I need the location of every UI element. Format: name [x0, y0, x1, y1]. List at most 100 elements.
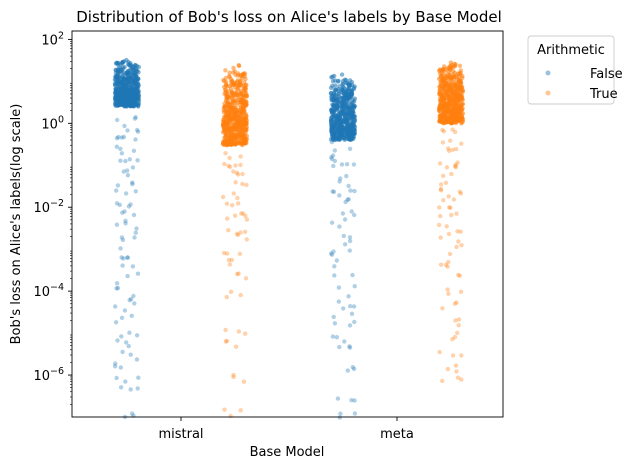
point-false-mistral: [122, 89, 127, 95]
point-true-mistral: [233, 344, 239, 349]
point-true-mistral: [241, 101, 246, 106]
point-true-meta: [438, 188, 444, 193]
point-true-meta: [460, 116, 465, 121]
point-false-meta: [346, 294, 351, 299]
point-true-meta: [444, 89, 450, 94]
point-false-mistral: [135, 129, 141, 134]
point-true-mistral: [224, 251, 230, 256]
point-false-mistral: [126, 59, 131, 65]
point-false-meta: [341, 101, 346, 106]
point-false-meta: [333, 87, 339, 93]
point-false-meta: [333, 83, 338, 88]
point-false-mistral: [118, 146, 123, 151]
point-true-mistral: [227, 126, 233, 132]
point-false-meta: [337, 115, 343, 120]
y-axis-ticks: 102 100 10−2 10−4 10−6: [33, 30, 72, 405]
point-true-mistral: [231, 169, 236, 174]
point-false-mistral: [118, 94, 124, 100]
point-true-meta: [447, 64, 453, 69]
point-true-meta: [458, 79, 463, 84]
point-false-meta: [330, 97, 336, 102]
point-true-meta: [449, 87, 454, 92]
point-true-mistral: [239, 211, 244, 216]
point-false-mistral: [119, 315, 125, 320]
point-false-mistral: [133, 137, 138, 142]
x-tick-label-mistral: mistral: [158, 427, 203, 442]
point-true-meta: [438, 235, 443, 240]
point-false-meta: [347, 344, 352, 349]
point-true-mistral: [222, 119, 227, 125]
point-false-meta: [328, 251, 334, 256]
point-false-meta: [352, 398, 357, 403]
point-false-meta: [351, 130, 356, 135]
point-false-meta: [351, 366, 357, 372]
point-true-meta: [438, 186, 444, 192]
point-false-mistral: [125, 71, 131, 76]
y-tick-label: 10−6: [33, 366, 64, 384]
point-false-meta: [347, 248, 352, 253]
point-false-meta: [344, 112, 349, 117]
point-false-meta: [335, 79, 341, 84]
point-false-meta: [345, 88, 350, 93]
point-false-meta: [329, 252, 335, 257]
point-true-meta: [440, 378, 445, 384]
point-true-meta: [452, 301, 458, 306]
point-false-mistral: [113, 61, 119, 66]
point-false-mistral: [132, 301, 137, 306]
point-true-meta: [455, 330, 460, 336]
point-false-mistral: [118, 246, 123, 251]
point-true-meta: [453, 129, 458, 135]
point-false-meta: [337, 179, 342, 184]
point-true-mistral: [231, 65, 236, 71]
point-false-meta: [349, 209, 354, 214]
point-true-meta: [445, 287, 450, 292]
point-false-meta: [344, 162, 350, 167]
point-true-mistral: [235, 172, 241, 177]
point-false-meta: [332, 158, 338, 164]
legend[interactable]: Arithmetic False True: [527, 35, 623, 105]
point-true-mistral: [232, 213, 238, 218]
point-true-meta: [451, 91, 456, 96]
point-false-meta: [338, 411, 343, 416]
point-false-meta: [335, 129, 341, 134]
legend-title: Arithmetic: [537, 43, 605, 58]
point-true-mistral: [226, 228, 231, 233]
point-true-mistral: [240, 115, 245, 121]
point-false-mistral: [119, 151, 125, 156]
point-true-mistral: [225, 112, 231, 118]
point-false-mistral: [123, 221, 128, 226]
point-true-mistral: [222, 104, 227, 109]
point-false-meta: [330, 124, 335, 129]
point-true-mistral: [227, 155, 232, 161]
point-false-meta: [330, 189, 335, 194]
point-true-meta: [438, 80, 443, 86]
point-true-meta: [456, 115, 461, 121]
point-true-mistral: [236, 63, 242, 69]
point-true-mistral: [224, 338, 230, 344]
point-true-meta: [445, 264, 450, 269]
point-false-mistral: [117, 202, 123, 208]
point-true-meta: [456, 272, 461, 278]
point-false-mistral: [114, 98, 119, 103]
point-false-mistral: [136, 375, 141, 380]
point-true-mistral: [238, 124, 243, 129]
point-true-meta: [437, 349, 442, 355]
point-false-mistral: [114, 375, 119, 381]
point-true-meta: [447, 115, 453, 120]
point-true-mistral: [230, 203, 235, 208]
point-false-mistral: [118, 385, 124, 390]
point-false-meta: [341, 233, 346, 239]
point-false-mistral: [133, 102, 138, 107]
point-false-meta: [352, 284, 357, 289]
point-true-mistral: [234, 121, 240, 127]
point-true-mistral: [244, 217, 250, 222]
point-false-meta: [332, 321, 338, 326]
point-false-mistral: [125, 255, 130, 260]
point-true-meta: [446, 291, 451, 296]
point-false-mistral: [121, 65, 126, 70]
point-false-meta: [345, 197, 350, 202]
point-false-mistral: [131, 148, 137, 153]
point-false-mistral: [128, 387, 133, 392]
point-false-meta: [340, 211, 346, 216]
